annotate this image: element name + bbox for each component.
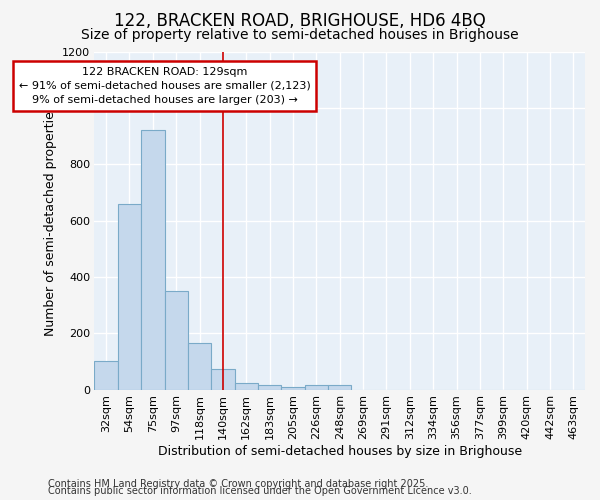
Bar: [328, 386, 352, 390]
Y-axis label: Number of semi-detached properties: Number of semi-detached properties: [44, 105, 56, 336]
Bar: [211, 368, 235, 390]
X-axis label: Distribution of semi-detached houses by size in Brighouse: Distribution of semi-detached houses by …: [158, 444, 522, 458]
Text: Size of property relative to semi-detached houses in Brighouse: Size of property relative to semi-detach…: [81, 28, 519, 42]
Text: 122, BRACKEN ROAD, BRIGHOUSE, HD6 4BQ: 122, BRACKEN ROAD, BRIGHOUSE, HD6 4BQ: [114, 12, 486, 30]
Bar: [281, 387, 305, 390]
Text: Contains public sector information licensed under the Open Government Licence v3: Contains public sector information licen…: [48, 486, 472, 496]
Text: 122 BRACKEN ROAD: 129sqm
← 91% of semi-detached houses are smaller (2,123)
9% of: 122 BRACKEN ROAD: 129sqm ← 91% of semi-d…: [19, 67, 310, 105]
Bar: [164, 291, 188, 390]
Bar: [118, 204, 141, 390]
Bar: [141, 130, 164, 390]
Bar: [94, 362, 118, 390]
Bar: [305, 386, 328, 390]
Bar: [188, 343, 211, 390]
Text: Contains HM Land Registry data © Crown copyright and database right 2025.: Contains HM Land Registry data © Crown c…: [48, 479, 428, 489]
Bar: [235, 382, 258, 390]
Bar: [258, 384, 281, 390]
